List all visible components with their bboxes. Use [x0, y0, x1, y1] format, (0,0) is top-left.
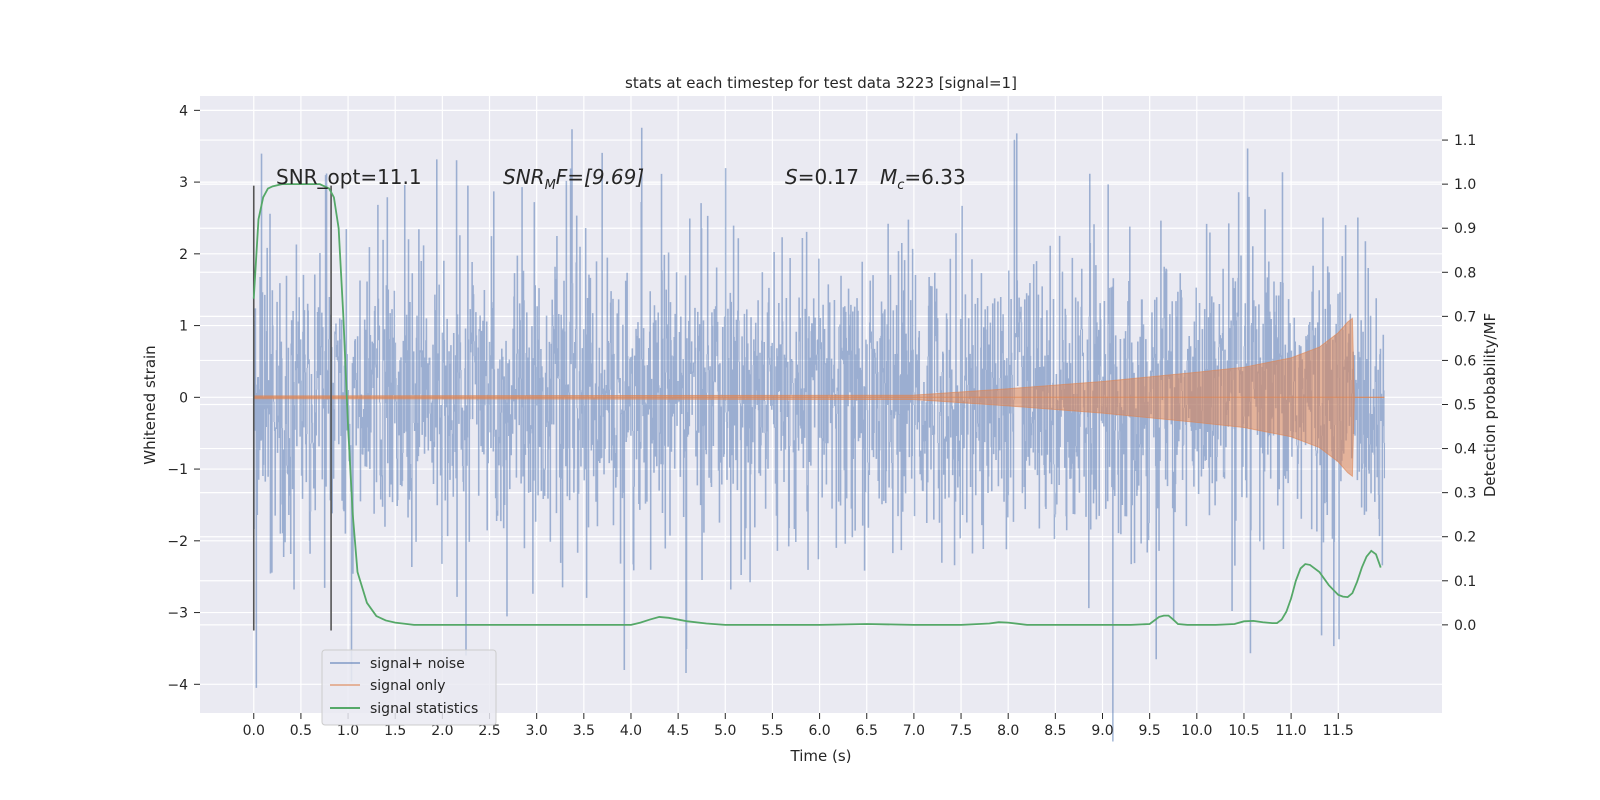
annotation-snr-mf-sub: M	[545, 178, 556, 193]
chart-title: stats at each timestep for test data 322…	[625, 74, 1017, 92]
x-tick-label: 10.0	[1181, 723, 1212, 739]
y-axis-label: Whitened strain	[141, 345, 159, 464]
x-tick-label: 3.0	[526, 723, 548, 739]
x-tick-label: 6.5	[856, 723, 878, 739]
y2-tick-label: 0.8	[1454, 265, 1476, 281]
annotation-mc-val: =6.33	[904, 165, 965, 189]
annotation-mc: Mc=6.33	[880, 165, 966, 193]
y-tick-label: −1	[167, 462, 188, 478]
x-tick-label: 0.5	[290, 723, 312, 739]
signal-only-series	[253, 317, 1385, 478]
x-tick-label: 4.0	[620, 723, 642, 739]
y-tick-label: −4	[167, 677, 188, 693]
x-tick-label: 4.5	[667, 723, 689, 739]
annotation-snr-mf-rest: F=[9.69]	[556, 165, 644, 189]
y2-tick-label: 0.2	[1454, 530, 1476, 546]
y2-tick-label: 0.4	[1454, 442, 1476, 458]
x-tick-label: 1.5	[384, 723, 406, 739]
annotation-snr-mf: SNRMF=[9.69]	[503, 165, 644, 193]
x-axis-label: Time (s)	[790, 747, 852, 765]
y-tick-label: 3	[179, 175, 188, 191]
y-tick-label: 2	[179, 247, 188, 263]
y-tick-label: −3	[167, 606, 188, 622]
x-tick-label: 6.0	[808, 723, 830, 739]
y2-tick-label: 0.5	[1454, 398, 1476, 414]
annotation-snr-mf-base: SNR	[503, 165, 545, 189]
legend-label-stats: signal statistics	[370, 701, 478, 717]
x-tick-label: 8.5	[1044, 723, 1066, 739]
x-tick-label: 1.0	[337, 723, 359, 739]
x-tick-label: 3.5	[573, 723, 595, 739]
axis-ticks: 0.0 0.5 1.0 1.5 2.0 2.5 3.0 3.5 4.0 4.5 5.0 5.5 6.0 6…	[167, 103, 1476, 739]
legend-box	[321, 649, 497, 726]
x-tick-label: 11.0	[1276, 723, 1307, 739]
x-tick-label: 2.5	[478, 723, 500, 739]
y2-axis-label: Detection probability/MF	[1481, 313, 1499, 497]
y2-tick-label: 0.6	[1454, 353, 1476, 369]
x-tick-label: 9.5	[1139, 723, 1161, 739]
legend: signal+ noise signal only signal statist…	[321, 649, 497, 726]
x-tick-label: 7.0	[903, 723, 925, 739]
y-tick-label: 0	[179, 390, 188, 406]
y2-tick-label: 0.0	[1454, 618, 1476, 634]
marker-lines	[252, 185, 332, 631]
y-tick-label: 4	[179, 103, 188, 119]
statistics-line	[252, 183, 1382, 626]
y-tick-label: −2	[167, 534, 188, 550]
y-tick-label: 1	[179, 319, 188, 335]
y2-tick-label: 0.3	[1454, 486, 1476, 502]
annotation-s-var: S	[785, 165, 798, 189]
x-tick-label: 5.0	[714, 723, 736, 739]
annotation-snr-opt: SNR_opt=11.1	[276, 165, 422, 189]
y2-tick-label: 0.1	[1454, 574, 1476, 590]
legend-label-signal: signal only	[370, 678, 445, 694]
x-tick-label: 0.0	[243, 723, 265, 739]
x-tick-label: 7.5	[950, 723, 972, 739]
x-tick-label: 8.0	[997, 723, 1019, 739]
y2-tick-label: 1.1	[1454, 133, 1476, 149]
y2-tick-label: 0.7	[1454, 309, 1476, 325]
annotation-mc-var: M	[880, 165, 897, 189]
x-tick-label: 10.5	[1228, 723, 1259, 739]
x-tick-label: 2.0	[431, 723, 453, 739]
x-tick-label: 9.0	[1091, 723, 1113, 739]
x-tick-label: 5.5	[761, 723, 783, 739]
signal-statistics-series	[252, 183, 1382, 626]
x-tick-label: 11.5	[1323, 723, 1354, 739]
y2-tick-label: 0.9	[1454, 221, 1476, 237]
annotation-s-val: =0.17	[798, 165, 859, 189]
legend-label-noise: signal+ noise	[370, 656, 465, 672]
annotation-s: S=0.17	[785, 165, 859, 189]
annotation-mc-sub: c	[897, 178, 904, 193]
y2-tick-label: 1.0	[1454, 177, 1476, 193]
